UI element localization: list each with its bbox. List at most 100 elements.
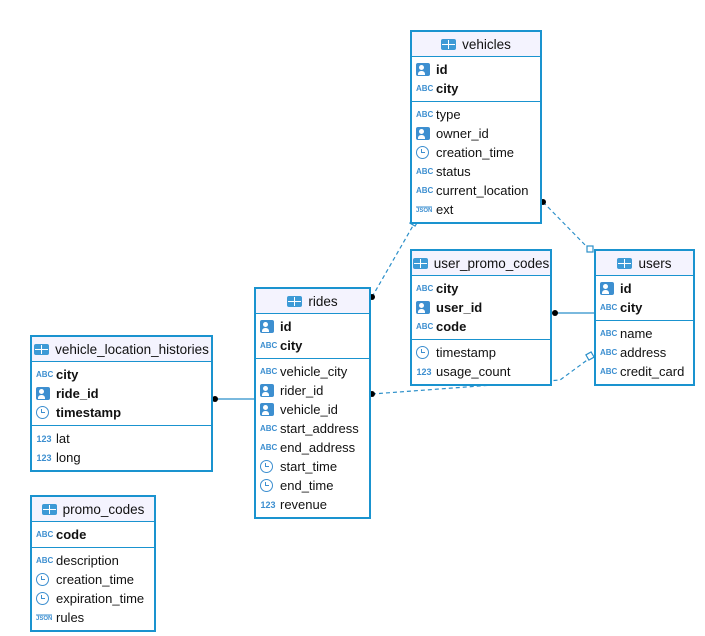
- column-name: revenue: [280, 497, 327, 512]
- column-row[interactable]: ABC start_address: [256, 419, 369, 438]
- text-type-icon: ABC: [36, 530, 54, 539]
- column-row[interactable]: id: [412, 60, 540, 79]
- table-user-promo-codes[interactable]: user_promo_codes ABC city user_id ABC code tim…: [410, 249, 552, 386]
- columns: ABC type owner_id creation_time ABC status ABC…: [412, 101, 540, 222]
- key-icon: [416, 63, 430, 76]
- column-name: owner_id: [436, 126, 489, 141]
- table-header[interactable]: user_promo_codes: [412, 251, 550, 276]
- column-row[interactable]: JSON ext: [412, 200, 540, 219]
- column-row[interactable]: ABC end_address: [256, 438, 369, 457]
- table-header[interactable]: vehicles: [412, 32, 540, 57]
- column-row[interactable]: start_time: [256, 457, 369, 476]
- column-name: lat: [56, 431, 70, 446]
- timestamp-icon: [260, 460, 273, 473]
- table-header[interactable]: promo_codes: [32, 497, 154, 522]
- key-icon: [36, 387, 50, 400]
- column-row[interactable]: rider_id: [256, 381, 369, 400]
- text-type-icon: ABC: [600, 329, 618, 338]
- table-promo-codes[interactable]: promo_codes ABC code ABC description creation…: [30, 495, 156, 632]
- column-row[interactable]: ABC type: [412, 105, 540, 124]
- column-row[interactable]: expiration_time: [32, 589, 154, 608]
- column-row[interactable]: 123 lat: [32, 429, 211, 448]
- column-row[interactable]: JSON rules: [32, 608, 154, 627]
- numeric-type-icon: 123: [260, 499, 276, 510]
- column-row[interactable]: ABC vehicle_city: [256, 362, 369, 381]
- column-row[interactable]: ABC credit_card: [596, 362, 693, 381]
- column-row[interactable]: ABC status: [412, 162, 540, 181]
- column-name: address: [620, 345, 667, 360]
- table-name: users: [638, 255, 672, 271]
- numeric-type-icon: 123: [36, 452, 52, 463]
- text-type-icon: ABC: [260, 424, 278, 433]
- column-row[interactable]: ABC city: [256, 336, 369, 355]
- table-rides[interactable]: rides id ABC city ABC vehicle_city rider_id veh…: [254, 287, 371, 519]
- column-name: current_location: [436, 183, 529, 198]
- table-header[interactable]: rides: [256, 289, 369, 314]
- column-name: user_id: [436, 300, 483, 315]
- key-columns: ABC code: [32, 522, 154, 547]
- column-name: code: [436, 319, 467, 334]
- column-row[interactable]: ABC name: [596, 324, 693, 343]
- column-row[interactable]: ABC current_location: [412, 181, 540, 200]
- column-row[interactable]: ABC address: [596, 343, 693, 362]
- table-icon: [287, 295, 303, 307]
- text-type-icon: ABC: [416, 84, 434, 93]
- column-row[interactable]: ride_id: [32, 384, 211, 403]
- key-columns: ABC city user_id ABC code: [412, 276, 550, 339]
- text-type-icon: ABC: [600, 367, 618, 376]
- column-row[interactable]: ABC code: [32, 525, 154, 544]
- column-row[interactable]: creation_time: [412, 143, 540, 162]
- table-vehicles[interactable]: vehicles id ABC city ABC type owner_id creation…: [410, 30, 542, 224]
- timestamp-icon: [36, 406, 49, 419]
- column-row[interactable]: id: [596, 279, 693, 298]
- column-name: rules: [56, 610, 85, 625]
- column-name: ride_id: [56, 386, 99, 401]
- key-icon: [600, 282, 614, 295]
- columns: 123 lat 123 long: [32, 425, 211, 470]
- column-row[interactable]: ABC city: [412, 279, 550, 298]
- column-row[interactable]: user_id: [412, 298, 550, 317]
- column-row[interactable]: ABC city: [412, 79, 540, 98]
- timestamp-icon: [416, 346, 429, 359]
- table-users[interactable]: users id ABC city ABC name ABC address ABC credit…: [594, 249, 695, 386]
- columns: ABC name ABC address ABC credit_card: [596, 320, 693, 384]
- text-type-icon: ABC: [260, 443, 278, 452]
- column-row[interactable]: id: [256, 317, 369, 336]
- timestamp-icon: [36, 592, 49, 605]
- key-icon: [260, 384, 274, 397]
- key-columns: id ABC city: [256, 314, 369, 358]
- column-row[interactable]: creation_time: [32, 570, 154, 589]
- text-type-icon: ABC: [260, 367, 278, 376]
- table-name: user_promo_codes: [433, 255, 550, 271]
- link-end-square: [585, 351, 595, 361]
- column-row[interactable]: 123 long: [32, 448, 211, 467]
- column-name: type: [436, 107, 461, 122]
- table-header[interactable]: users: [596, 251, 693, 276]
- column-name: name: [620, 326, 653, 341]
- column-name: city: [620, 300, 643, 315]
- column-name: vehicle_city: [280, 364, 348, 379]
- column-name: start_address: [280, 421, 359, 436]
- column-row[interactable]: 123 usage_count: [412, 362, 550, 381]
- link-end-dot: [552, 310, 558, 316]
- column-name: end_address: [280, 440, 356, 455]
- table-vehicle-location-histories[interactable]: vehicle_location_histories ABC city ride_id…: [30, 335, 213, 472]
- column-row[interactable]: timestamp: [412, 343, 550, 362]
- key-icon: [260, 320, 274, 333]
- key-icon: [260, 403, 274, 416]
- column-row[interactable]: end_time: [256, 476, 369, 495]
- link-rides-users: [371, 357, 591, 395]
- column-row[interactable]: vehicle_id: [256, 400, 369, 419]
- column-row[interactable]: ABC description: [32, 551, 154, 570]
- column-name: creation_time: [436, 145, 515, 160]
- column-row[interactable]: ABC city: [32, 365, 211, 384]
- column-row[interactable]: 123 revenue: [256, 495, 369, 514]
- column-name: city: [436, 281, 459, 296]
- column-name: timestamp: [436, 345, 496, 360]
- column-row[interactable]: owner_id: [412, 124, 540, 143]
- column-row[interactable]: ABC city: [596, 298, 693, 317]
- table-header[interactable]: vehicle_location_histories: [32, 337, 211, 362]
- column-row[interactable]: ABC code: [412, 317, 550, 336]
- text-type-icon: ABC: [36, 556, 54, 565]
- column-row[interactable]: timestamp: [32, 403, 211, 422]
